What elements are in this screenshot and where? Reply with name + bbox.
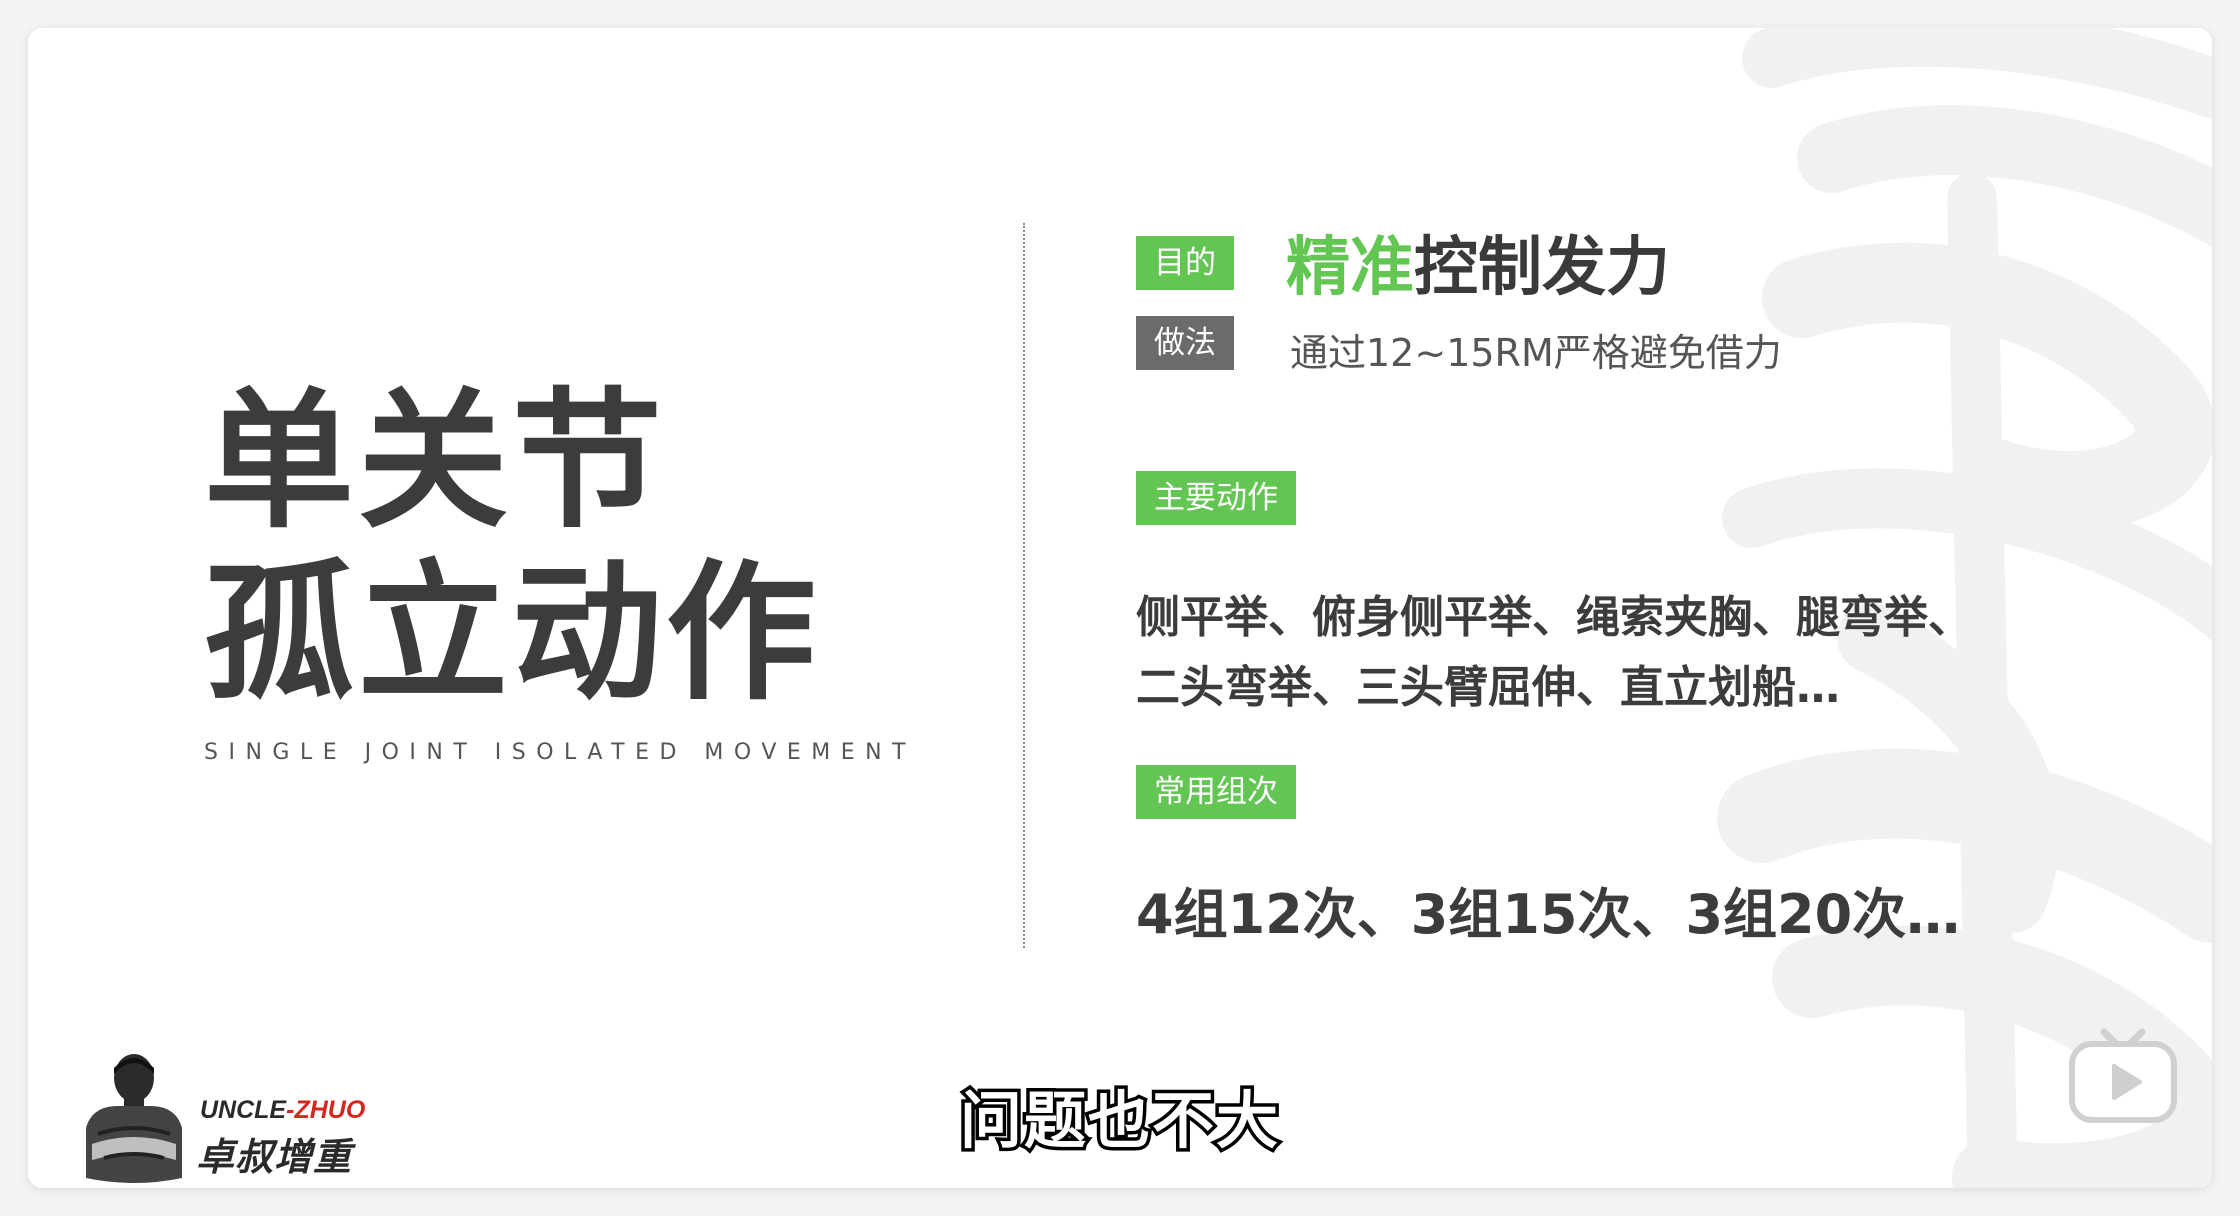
logo-en-part1: UNCLE xyxy=(200,1096,287,1124)
method-tag: 做法 xyxy=(1136,316,1234,370)
slide-title: 单关节 孤立动作 xyxy=(204,376,820,720)
purpose-tag: 目的 xyxy=(1136,236,1234,290)
method-text: 通过12~15RM严格避免借力 xyxy=(1290,331,1782,375)
main-moves-line-2: 二头弯举、三头臂屈伸、直立划船… xyxy=(1136,662,1840,713)
main-moves-line-1: 侧平举、俯身侧平举、绳索夹胸、腿弯举、 xyxy=(1136,592,1972,643)
logo-english: UNCLE-ZHUO xyxy=(200,1096,365,1125)
purpose-text: 精准控制发力 xyxy=(1286,228,1670,308)
calligraphy-watermark xyxy=(1717,28,2212,1188)
common-sets-text: 4组12次、3组15次、3组20次… xyxy=(1136,883,1961,946)
play-badge-icon[interactable] xyxy=(2068,1028,2178,1124)
title-line-2: 孤立动作 xyxy=(204,547,821,721)
mascot-figure-icon xyxy=(86,1054,182,1183)
logo-en-dash: - xyxy=(286,1096,295,1124)
logo-chinese: 卓叔增重 xyxy=(196,1135,353,1179)
slide-frame: 单关节 孤立动作 SINGLE JOINT ISOLATED MOVEMENT … xyxy=(28,28,2212,1188)
video-caption: 问题也不大 xyxy=(956,1081,1281,1161)
purpose-rest: 控制发力 xyxy=(1414,231,1670,305)
brand-logo: UNCLE-ZHUO 卓叔增重 xyxy=(78,1048,438,1188)
main-moves-text: 侧平举、俯身侧平举、绳索夹胸、腿弯举、 二头弯举、三头臂屈伸、直立划船… xyxy=(1136,583,2116,723)
title-line-1: 单关节 xyxy=(204,375,667,549)
slide-subtitle-en: SINGLE JOINT ISOLATED MOVEMENT xyxy=(204,740,917,765)
purpose-highlight: 精准 xyxy=(1286,231,1414,305)
main-moves-tag: 主要动作 xyxy=(1136,471,1296,525)
logo-en-part2: ZHUO xyxy=(294,1096,366,1124)
vertical-divider xyxy=(1023,223,1025,948)
common-sets-tag: 常用组次 xyxy=(1136,765,1296,819)
